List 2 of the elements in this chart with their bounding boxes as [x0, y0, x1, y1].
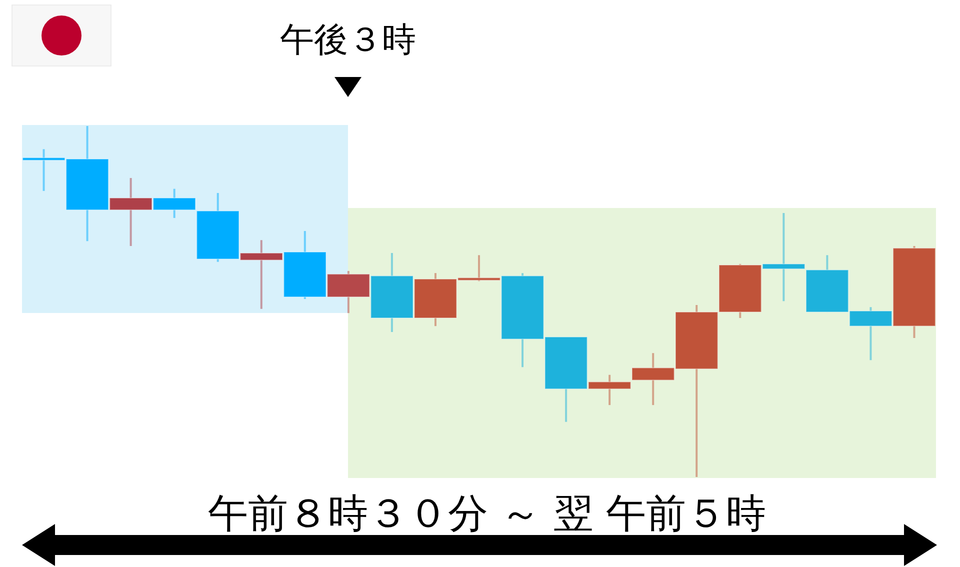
xlabel: 午前８時３０分 ～ 翌 午前５時	[208, 491, 766, 537]
annotation: 午後３時	[280, 20, 416, 60]
